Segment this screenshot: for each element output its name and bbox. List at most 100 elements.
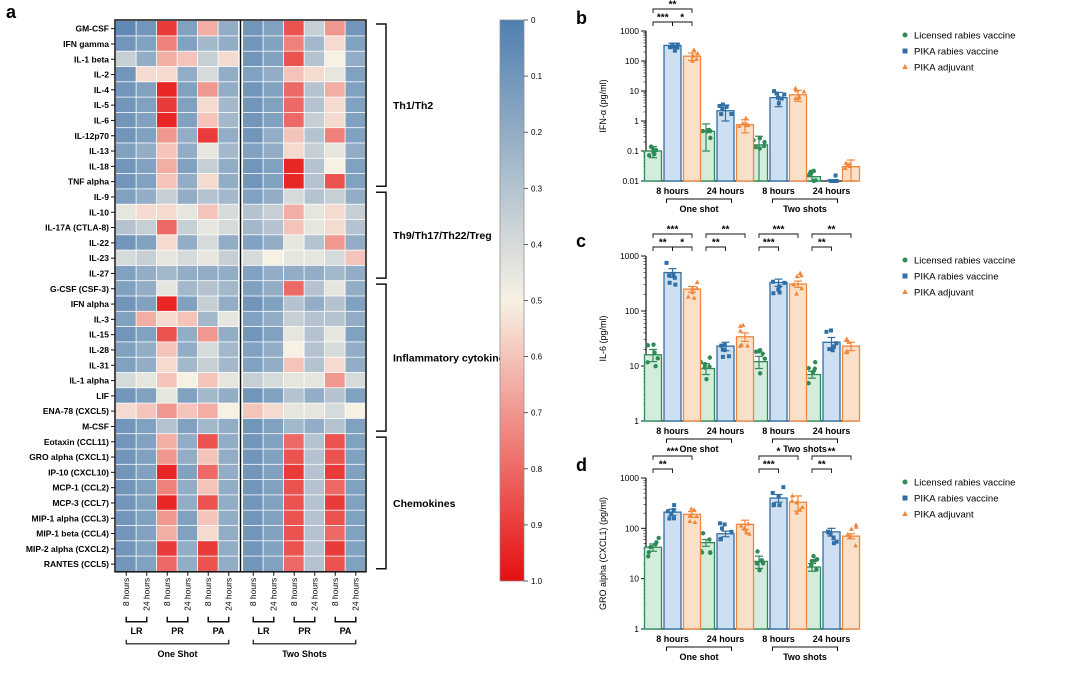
heatmap-cell (218, 281, 239, 296)
heatmap-cell (116, 97, 136, 112)
legend-label: PIKA rabies vaccine (914, 272, 999, 283)
heatmap-row-label: IL-1 beta (74, 54, 109, 64)
data-point (777, 290, 782, 295)
heatmap-cell (284, 21, 304, 36)
data-point (781, 485, 786, 490)
heatmap-cell (243, 495, 263, 510)
data-point (849, 526, 854, 531)
data-point (667, 273, 672, 278)
heatmap-cell (243, 556, 263, 571)
y-tick-label: 0.01 (622, 176, 639, 186)
heatmap-cell (284, 204, 304, 220)
heatmap-cell (325, 357, 345, 373)
heatmap-cell (177, 388, 198, 403)
data-point (719, 112, 724, 117)
heatmap-cell (177, 219, 198, 235)
data-point (745, 343, 750, 348)
significance-bracket (758, 233, 799, 238)
data-point (796, 95, 801, 100)
heatmap-cell (325, 434, 345, 449)
data-point (797, 507, 803, 512)
data-point (798, 272, 804, 278)
heatmap-cell (263, 311, 284, 327)
data-point (826, 530, 831, 535)
heatmap-shot-bracket (252, 639, 357, 645)
heatmap-cell (304, 189, 325, 204)
x-group-label: One shot (679, 652, 718, 662)
heatmap-cell (263, 265, 284, 281)
heatmap-cell (263, 418, 284, 434)
heatmap-cell (198, 541, 218, 556)
heatmap-group-label: LR (258, 626, 270, 636)
heatmap-cell (263, 480, 284, 495)
heatmap-cell (243, 449, 263, 464)
heatmap-group-label: PA (213, 626, 225, 636)
heatmap-cell (177, 235, 198, 250)
heatmap-cell (116, 66, 136, 82)
heatmap-cell (198, 82, 218, 97)
heatmap-cell (243, 143, 263, 158)
data-point (745, 122, 751, 128)
heatmap-cell (136, 82, 157, 97)
x-group-label: One shot (679, 444, 718, 454)
heatmap-shot-label: One Shot (158, 649, 198, 659)
heatmap-cell (304, 327, 325, 342)
heatmap-cell (116, 449, 136, 464)
heatmap-cell (284, 418, 304, 434)
data-point (753, 144, 758, 150)
data-point (774, 91, 779, 96)
heatmap-cell (304, 296, 325, 311)
heatmap-cell (325, 235, 345, 250)
data-point (844, 349, 850, 355)
heatmap-cell (198, 21, 218, 36)
heatmap-cell (345, 418, 366, 434)
heatmap-cell (218, 250, 239, 265)
bar (716, 345, 735, 422)
bar (643, 546, 663, 630)
heatmap-cell (243, 158, 263, 174)
y-tick-label: 1000 (620, 26, 639, 36)
significance-label: ** (818, 238, 826, 249)
heatmap-cell (136, 556, 157, 571)
heatmap-cell (284, 556, 304, 571)
heatmap-cell (325, 36, 345, 51)
heatmap-shot-bracket (125, 639, 230, 645)
heatmap-cell (177, 556, 198, 571)
x-category-label: 24 hours (813, 186, 851, 196)
heatmap-cell (304, 265, 325, 281)
heatmap-cell (263, 403, 284, 418)
y-tick-label: 1000 (620, 473, 639, 483)
heatmap-cell (243, 296, 263, 311)
heatmap-cell (345, 235, 366, 250)
data-point (853, 522, 859, 527)
heatmap-cell (263, 204, 284, 220)
heatmap-cell (157, 112, 177, 128)
data-point (720, 106, 725, 111)
heatmap-cell (243, 434, 263, 449)
heatmap-cell (218, 189, 239, 204)
data-point (757, 146, 762, 151)
heatmap-cell (116, 510, 136, 526)
heatmap-cell (325, 296, 345, 311)
heatmap-cell (284, 174, 304, 189)
data-point (760, 561, 766, 566)
heatmap-cell (263, 128, 284, 143)
data-point (771, 503, 776, 508)
data-point (702, 361, 708, 367)
data-point (846, 162, 852, 167)
heatmap-cell (157, 464, 177, 480)
heatmap-cell (198, 66, 218, 82)
heatmap-cell (325, 541, 345, 556)
heatmap-cell (345, 495, 366, 510)
data-point (845, 531, 851, 537)
data-point (789, 493, 795, 498)
heatmap-cell (325, 265, 345, 281)
heatmap-cell (136, 495, 157, 510)
heatmap-cell (243, 265, 263, 281)
heatmap-cell (157, 480, 177, 495)
significance-label: *** (763, 460, 775, 471)
heatmap-cell (304, 434, 325, 449)
y-axis-label: GRO alpha (CXCL1) (pg/ml) (598, 497, 608, 610)
data-point (824, 329, 829, 334)
bar (769, 281, 788, 422)
